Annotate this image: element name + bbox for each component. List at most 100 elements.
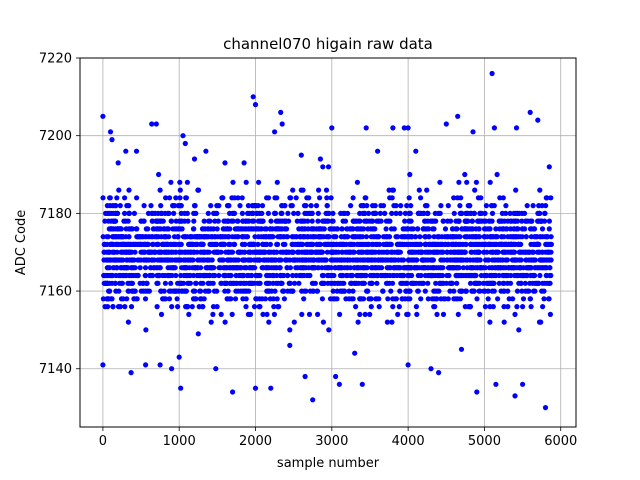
data-point xyxy=(390,272,396,279)
data-point xyxy=(250,265,256,271)
data-point xyxy=(377,257,383,263)
data-point xyxy=(157,362,163,368)
data-point xyxy=(519,218,525,224)
data-point xyxy=(355,319,361,325)
data-point xyxy=(122,210,128,216)
data-point xyxy=(256,304,262,310)
data-point xyxy=(321,226,327,232)
data-point xyxy=(253,226,259,232)
data-point xyxy=(243,304,249,310)
data-point xyxy=(173,257,180,263)
data-point xyxy=(158,203,164,209)
data-point xyxy=(496,280,502,286)
data-point xyxy=(268,257,274,263)
data-point xyxy=(124,296,130,302)
data-point xyxy=(418,195,424,201)
data-point xyxy=(306,195,312,201)
data-point xyxy=(295,249,301,255)
data-point xyxy=(152,249,158,255)
data-point xyxy=(405,362,411,368)
data-point xyxy=(128,370,134,376)
data-point xyxy=(110,234,116,240)
data-point xyxy=(271,311,277,317)
data-point xyxy=(145,241,151,247)
data-point xyxy=(526,249,532,255)
data-point xyxy=(206,218,212,224)
data-point xyxy=(106,210,112,216)
data-point xyxy=(528,272,534,279)
data-point xyxy=(190,249,196,255)
data-point xyxy=(456,179,462,185)
data-point xyxy=(536,203,542,209)
data-point xyxy=(176,226,182,232)
data-point xyxy=(114,195,120,201)
data-point xyxy=(252,385,259,391)
data-point xyxy=(133,148,140,154)
data-point xyxy=(254,210,260,216)
data-point xyxy=(442,241,449,247)
data-point xyxy=(131,296,137,302)
data-point xyxy=(415,249,421,255)
data-point xyxy=(413,304,419,310)
data-point xyxy=(500,280,506,286)
data-point xyxy=(332,234,338,240)
data-point xyxy=(171,210,177,216)
data-point xyxy=(276,218,282,224)
data-point xyxy=(411,249,417,255)
data-point xyxy=(409,272,415,279)
data-point xyxy=(104,203,110,209)
data-point xyxy=(324,249,330,255)
data-point xyxy=(404,234,410,240)
data-point xyxy=(420,265,426,271)
data-point xyxy=(300,218,306,224)
data-point xyxy=(489,218,495,224)
data-point xyxy=(111,218,117,224)
data-point xyxy=(208,265,214,271)
data-point xyxy=(328,241,334,247)
data-point xyxy=(475,218,481,224)
data-point xyxy=(467,304,473,310)
data-point xyxy=(115,304,122,310)
data-point xyxy=(483,218,489,224)
data-point xyxy=(216,272,222,279)
data-point xyxy=(283,249,289,255)
data-point xyxy=(520,304,526,310)
data-point xyxy=(396,304,402,310)
data-point xyxy=(191,156,198,162)
data-point xyxy=(246,226,252,232)
data-point xyxy=(251,304,258,310)
data-point xyxy=(132,249,138,255)
data-point xyxy=(310,397,316,403)
data-point xyxy=(279,218,285,224)
data-point xyxy=(317,241,323,247)
data-point xyxy=(514,210,521,216)
data-point xyxy=(138,288,144,294)
data-point xyxy=(154,218,160,224)
data-point xyxy=(528,257,535,263)
data-point xyxy=(548,234,554,240)
data-point xyxy=(324,203,330,209)
data-point xyxy=(422,272,428,279)
data-point xyxy=(424,187,430,193)
data-point xyxy=(206,249,212,255)
data-points xyxy=(100,70,555,411)
data-point xyxy=(189,304,195,310)
data-point xyxy=(460,257,466,263)
data-point xyxy=(531,241,537,247)
data-point xyxy=(281,296,287,302)
data-point xyxy=(492,234,498,240)
data-point xyxy=(276,304,282,310)
data-point xyxy=(305,226,311,232)
data-point xyxy=(365,249,371,255)
data-point xyxy=(377,241,383,247)
data-point xyxy=(135,272,141,279)
data-point xyxy=(494,171,500,178)
data-point xyxy=(210,311,216,317)
data-point xyxy=(177,179,183,185)
data-point xyxy=(376,249,382,255)
data-point xyxy=(158,311,165,317)
data-point xyxy=(258,234,264,240)
data-point xyxy=(163,257,169,263)
data-point xyxy=(312,249,318,255)
